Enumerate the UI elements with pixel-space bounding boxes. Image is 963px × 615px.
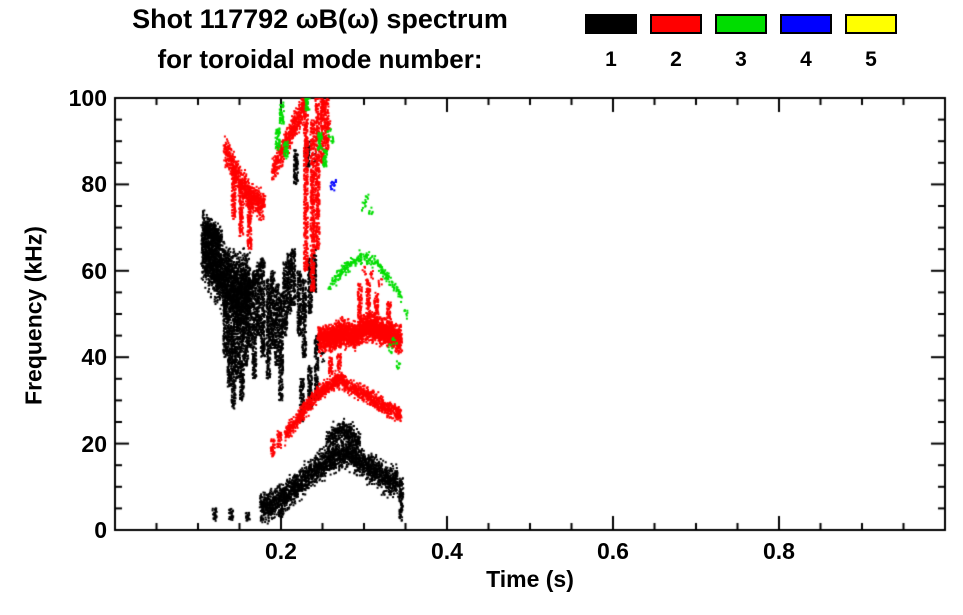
x-tick-label: 0.8 <box>763 538 795 564</box>
y-tick-label: 100 <box>68 85 107 111</box>
y-tick-label: 60 <box>81 257 107 284</box>
x-tick-label: 0.6 <box>597 538 629 564</box>
y-tick-label: 40 <box>81 344 107 371</box>
x-tick-label: 0.4 <box>431 538 463 564</box>
x-tick-label: 0.2 <box>265 538 297 564</box>
y-tick-label: 0 <box>94 517 107 543</box>
y-tick-label: 20 <box>81 430 107 457</box>
y-axis-label: Frequency (kHz) <box>20 226 47 405</box>
y-tick-label: 80 <box>81 171 107 198</box>
x-axis-label: Time (s) <box>486 566 574 592</box>
